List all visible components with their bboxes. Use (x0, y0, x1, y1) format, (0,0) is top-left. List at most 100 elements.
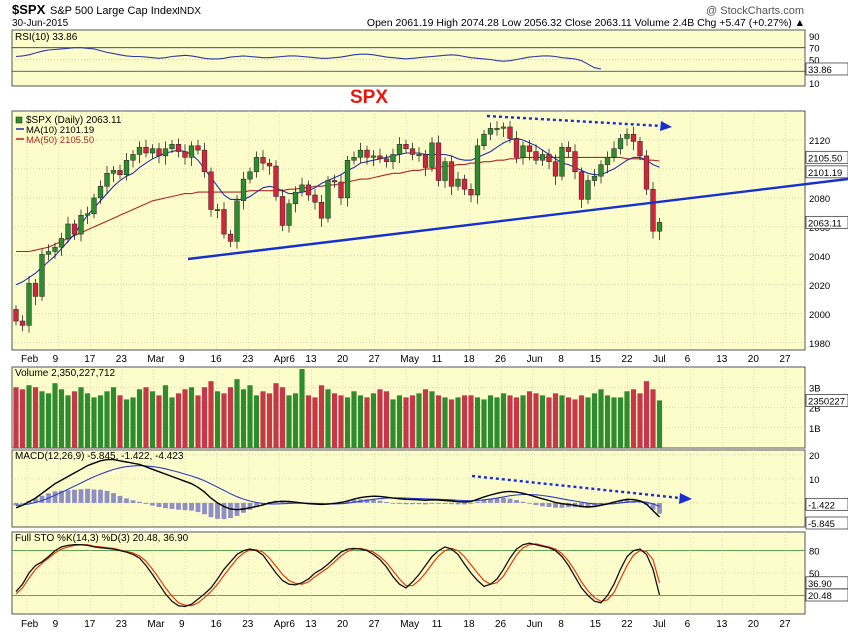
sto-x-label: Jun (527, 619, 543, 630)
macd-hist-bar (143, 502, 149, 504)
price-x-label: 9 (179, 354, 185, 365)
price-x-label: 23 (242, 354, 254, 365)
volume-bar (65, 395, 71, 448)
spx-annotation: SPX (350, 87, 388, 108)
sto-x-label: 15 (590, 619, 602, 630)
volume-bar (422, 389, 429, 448)
candle-up (52, 246, 58, 252)
macd-hist-bar (579, 502, 584, 508)
volume-bar (507, 395, 513, 448)
macd-hist-bar (124, 498, 129, 503)
candle-up (214, 209, 221, 211)
candle-down (507, 126, 513, 139)
macd-hist-bar (98, 489, 103, 503)
volume-bar (357, 395, 364, 448)
price-x-label: Apr6 (274, 354, 296, 365)
macd-hist-bar (72, 489, 77, 503)
candle-down (377, 155, 383, 160)
candle-down (637, 141, 643, 157)
macd-hist-bar (39, 495, 45, 503)
sto-x-label: 22 (621, 619, 633, 630)
sto-x-label: 27 (369, 619, 381, 630)
volume-bar (13, 387, 19, 448)
candle-up (442, 161, 448, 181)
macd-hist-bar (163, 502, 168, 509)
price-arrow-head (660, 121, 672, 131)
candle-down (448, 161, 455, 187)
volume-bar (533, 393, 539, 448)
macd-last-value: -5.845 (808, 519, 835, 530)
candle-down (201, 149, 208, 173)
volume-bar (234, 379, 240, 448)
volume-bar (637, 393, 643, 448)
rsi-title: RSI(10) 33.86 (15, 32, 78, 43)
price-x-label: 20 (748, 354, 760, 365)
macd-hist-bar (33, 498, 38, 503)
sto-x-label: 6 (685, 619, 691, 630)
sto-last-k: 20.48 (808, 591, 832, 602)
volume-bar (630, 389, 637, 448)
candle-up (585, 180, 591, 200)
volume-bar (91, 397, 97, 448)
candle-down (143, 146, 149, 154)
candle-up (188, 145, 195, 158)
candle-down (513, 138, 520, 158)
macd-hist-bar (85, 488, 90, 503)
price-tick-1980: 1980 (809, 339, 830, 350)
volume-bar (318, 385, 325, 448)
sto-x-label: 11 (432, 619, 443, 630)
volume-bar (117, 395, 123, 448)
macd-hist-bar (65, 490, 71, 503)
chart-date: 30-Jun-2015 (12, 18, 69, 29)
candle-down (461, 178, 468, 190)
candle-down (650, 188, 656, 232)
candle-up (455, 178, 461, 187)
macd-hist-bar (364, 499, 370, 503)
candle-up (149, 148, 156, 154)
volume-bar (344, 397, 351, 448)
sto-tick-80: 80 (809, 547, 820, 558)
macd-hist-bar (169, 502, 175, 509)
volume-bar (123, 399, 130, 448)
price-x-label: 27 (369, 354, 381, 365)
price-tick-2000: 2000 (809, 310, 830, 321)
candle-down (32, 283, 39, 297)
macd-hist-bar (488, 498, 493, 503)
candle-up (357, 149, 364, 158)
sto-x-label: 18 (463, 619, 475, 630)
candle-down (578, 171, 585, 200)
macd-hist-bar (533, 502, 539, 506)
candle-up (240, 178, 247, 202)
price-ma50-last-box (805, 150, 848, 164)
volume-bar (78, 387, 84, 448)
sto-k-line (15, 542, 661, 608)
volume-bar (442, 397, 448, 448)
volume-bar (468, 395, 474, 448)
candle-up (97, 186, 104, 199)
macd-hist-bar (416, 502, 422, 505)
volume-bar (84, 393, 91, 448)
candle-up (494, 128, 500, 130)
price-x-label: 6 (685, 354, 691, 365)
candle-up (325, 180, 331, 219)
candle-up (474, 145, 481, 196)
macd-hist-bar (624, 500, 630, 503)
candle-down (533, 151, 539, 161)
candle-down (117, 170, 123, 175)
volume-bar (143, 387, 149, 448)
volume-tick-1B: 1B (809, 424, 821, 435)
candle-down (409, 148, 416, 155)
macd-hist-bar (442, 502, 448, 504)
macd-hist-bar (202, 502, 207, 515)
macd-hist-bar (455, 502, 461, 505)
volume-bar (266, 393, 273, 448)
price-x-label: Jul (653, 354, 666, 365)
macd-hist-bar (507, 498, 513, 503)
macd-hist-bar (462, 502, 467, 505)
macd-hist-bar (598, 502, 604, 505)
candle-down (221, 209, 227, 235)
candle-up (396, 144, 403, 155)
sto-x-label: 9 (53, 619, 59, 630)
macd-title: MACD(12,26,9) -5.845, -1.422, -4.423 (15, 451, 184, 462)
volume-bar (416, 393, 422, 448)
